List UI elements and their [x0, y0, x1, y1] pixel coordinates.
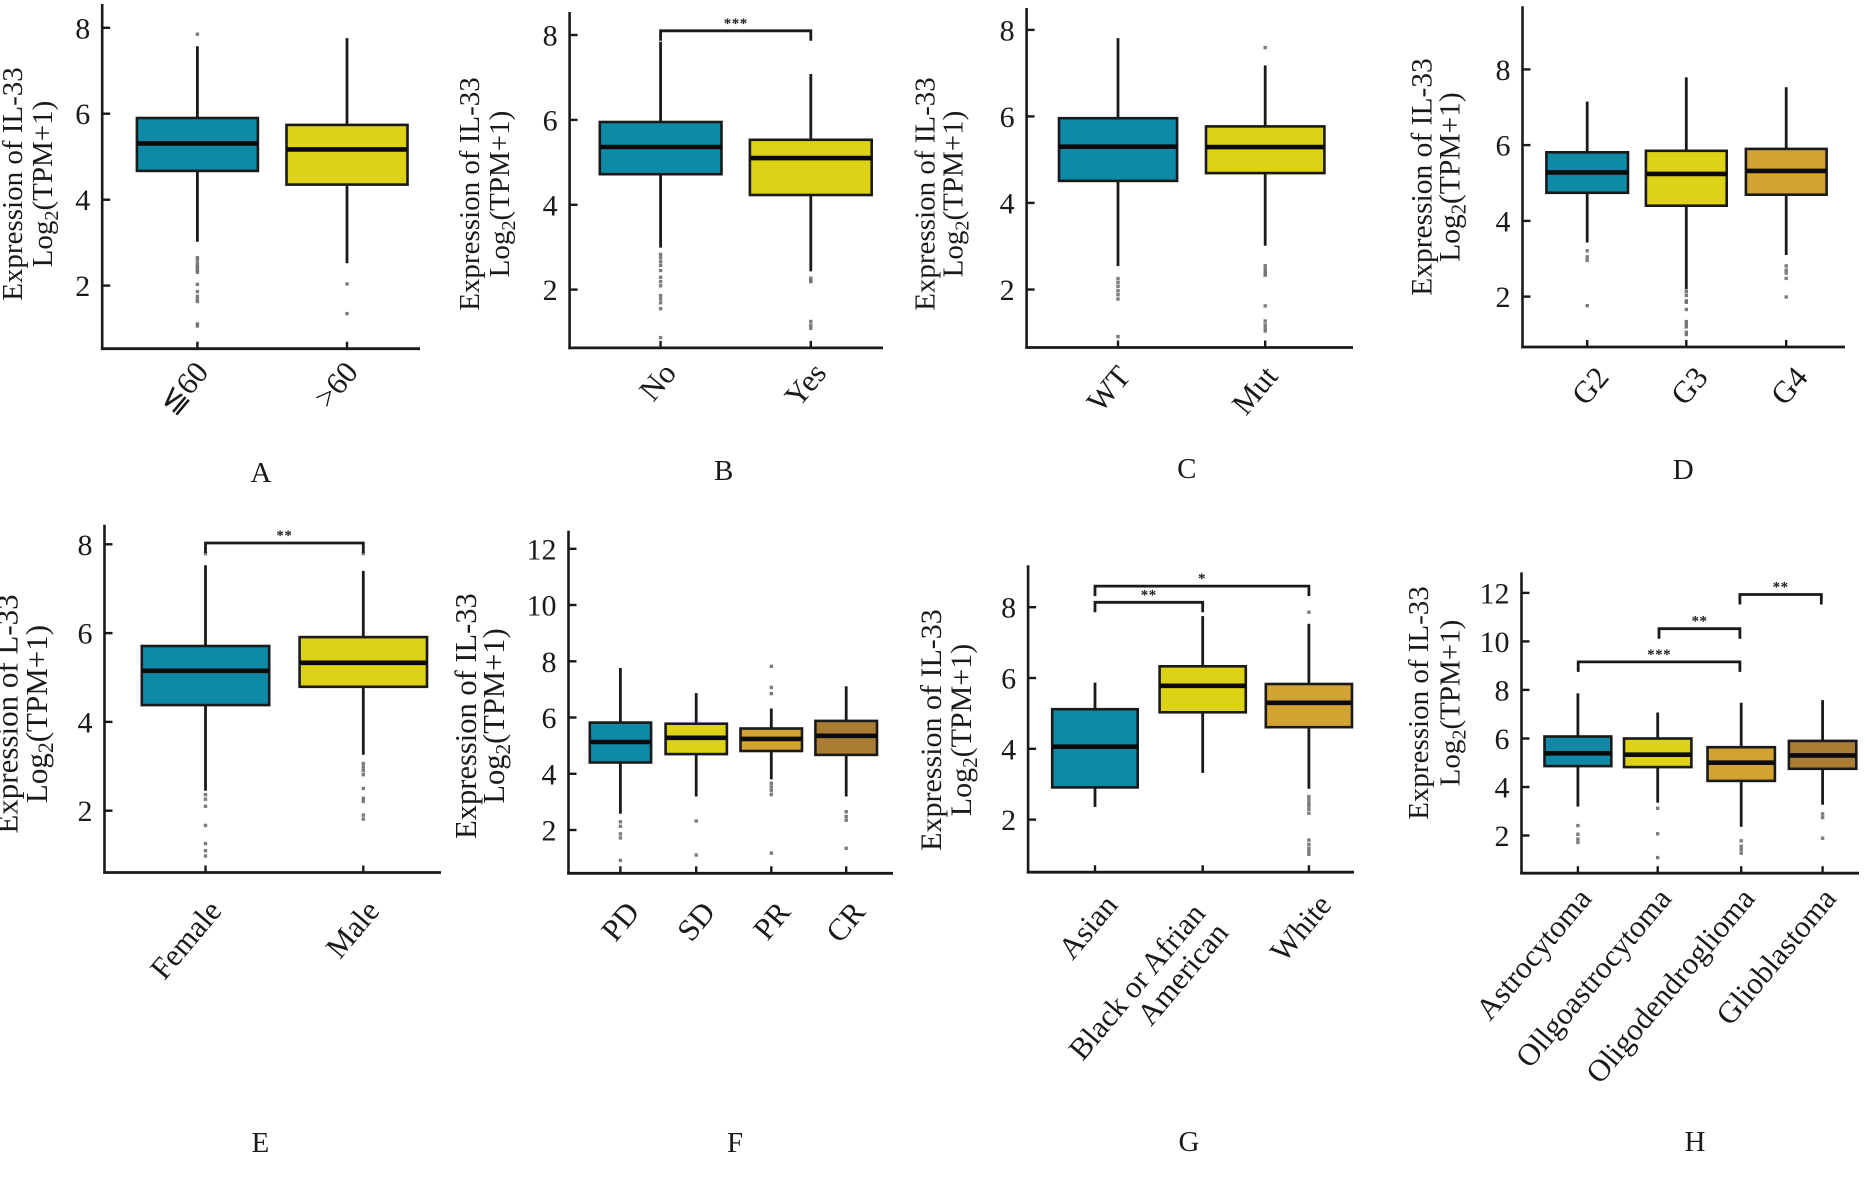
svg-text:***: ***	[1647, 647, 1671, 663]
svg-text:2: 2	[1495, 820, 1510, 853]
svg-text:**: **	[276, 528, 292, 544]
svg-text:6: 6	[75, 98, 90, 131]
svg-text:2: 2	[78, 795, 93, 828]
svg-text:2: 2	[1001, 804, 1016, 837]
svg-text:**: **	[1141, 587, 1157, 603]
svg-text:4: 4	[542, 758, 557, 791]
svg-text:H: H	[1685, 1126, 1706, 1158]
svg-text:4: 4	[543, 189, 558, 222]
svg-text:4: 4	[1001, 733, 1016, 766]
svg-text:*: *	[1198, 571, 1206, 587]
svg-text:2: 2	[543, 274, 558, 307]
svg-text:12: 12	[1480, 577, 1510, 610]
svg-text:12: 12	[527, 533, 557, 566]
svg-text:***: ***	[724, 16, 748, 32]
svg-text:8: 8	[1001, 592, 1016, 625]
svg-text:Expression of IL-33: Expression of IL-33	[449, 593, 483, 839]
svg-text:8: 8	[75, 12, 90, 45]
svg-text:8: 8	[1000, 14, 1015, 47]
svg-text:4: 4	[75, 184, 90, 217]
svg-text:Expression of IL-33: Expression of IL-33	[1403, 586, 1435, 820]
svg-text:6: 6	[78, 618, 93, 651]
svg-text:Log2(TPM+1): Log2(TPM+1)	[19, 625, 58, 803]
svg-text:4: 4	[1496, 205, 1511, 238]
svg-text:8: 8	[1496, 54, 1511, 87]
svg-text:A: A	[251, 457, 272, 489]
svg-text:8: 8	[1495, 674, 1510, 707]
svg-text:Log2(TPM+1): Log2(TPM+1)	[27, 101, 63, 268]
svg-text:6: 6	[542, 702, 557, 735]
svg-text:D: D	[1673, 454, 1694, 486]
svg-text:8: 8	[543, 20, 558, 53]
svg-text:10: 10	[527, 590, 557, 623]
svg-text:Expression of IL-33: Expression of IL-33	[454, 77, 486, 311]
svg-text:4: 4	[78, 706, 93, 739]
svg-text:Log2(TPM+1): Log2(TPM+1)	[484, 111, 520, 278]
svg-text:10: 10	[1480, 626, 1510, 659]
svg-text:6: 6	[1496, 130, 1511, 163]
svg-text:Log2(TPM+1): Log2(TPM+1)	[945, 644, 982, 816]
svg-text:2: 2	[1000, 274, 1015, 307]
svg-text:Log2(TPM+1): Log2(TPM+1)	[1435, 92, 1471, 262]
svg-text:4: 4	[1495, 772, 1510, 805]
svg-text:Expression of IL-33: Expression of IL-33	[915, 609, 948, 851]
svg-text:G: G	[1179, 1126, 1200, 1158]
svg-text:6: 6	[1001, 663, 1016, 696]
svg-text:6: 6	[1495, 723, 1510, 756]
svg-text:8: 8	[542, 646, 557, 679]
svg-text:E: E	[251, 1127, 269, 1159]
svg-text:8: 8	[78, 529, 93, 562]
svg-text:2: 2	[1496, 281, 1511, 314]
svg-text:B: B	[714, 455, 733, 487]
svg-text:**: **	[1773, 580, 1789, 596]
svg-text:6: 6	[1000, 101, 1015, 134]
svg-text:C: C	[1177, 453, 1196, 485]
svg-text:Log2(TPM+1): Log2(TPM+1)	[938, 111, 974, 278]
svg-text:F: F	[727, 1127, 743, 1159]
svg-text:4: 4	[1000, 187, 1015, 220]
svg-text:Expression of IL-33: Expression of IL-33	[0, 67, 29, 301]
svg-text:Log2(TPM+1): Log2(TPM+1)	[477, 628, 515, 803]
svg-text:6: 6	[543, 104, 558, 137]
svg-text:Expression of L-33: Expression of L-33	[0, 594, 25, 833]
svg-text:Expression of IL-33: Expression of IL-33	[910, 77, 942, 311]
svg-text:2: 2	[75, 270, 90, 303]
svg-text:Expression of IL-33: Expression of IL-33	[1407, 58, 1439, 296]
svg-text:2: 2	[542, 815, 557, 848]
svg-text:Log2(TPM+1): Log2(TPM+1)	[1434, 620, 1470, 787]
svg-text:**: **	[1692, 614, 1708, 630]
